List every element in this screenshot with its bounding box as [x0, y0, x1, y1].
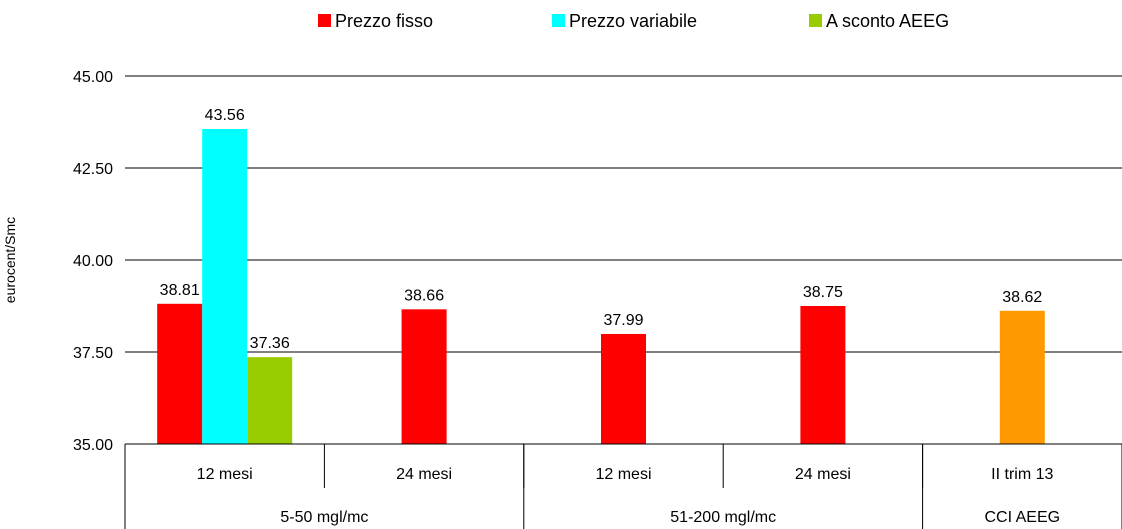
y-tick-label: 35.00 — [73, 437, 113, 454]
bars — [157, 128, 1045, 444]
bar — [800, 306, 846, 444]
legend-label: A sconto AEEG — [826, 11, 949, 31]
y-axis-label: eurocent/Smc — [2, 217, 18, 303]
x-group-label: 51-200 mgl/mc — [670, 509, 776, 526]
bar — [601, 333, 646, 444]
x-tick-label: 24 mesi — [795, 466, 851, 483]
x-tick-label: 24 mesi — [396, 466, 452, 483]
bar — [202, 128, 248, 444]
data-label: 38.66 — [404, 287, 444, 304]
y-tick-label: 42.50 — [73, 161, 113, 178]
data-label: 37.36 — [250, 335, 290, 352]
x-tick-label: 12 mesi — [595, 466, 651, 483]
bar — [157, 303, 203, 444]
legend: Prezzo fisso Prezzo variabile A sconto AEE… — [318, 11, 949, 31]
data-label: 37.99 — [603, 312, 643, 329]
data-label: 38.75 — [803, 284, 843, 301]
data-labels: 38.81 43.56 37.36 38.66 37.99 38.75 38.62 — [160, 107, 1043, 352]
x-tick-label: 12 mesi — [197, 466, 253, 483]
legend-label: Prezzo fisso — [335, 11, 433, 31]
legend-swatch — [552, 14, 565, 27]
y-tick-label: 45.00 — [73, 69, 113, 86]
data-label: 43.56 — [205, 107, 245, 124]
x-group-label: CCI AEEG — [985, 509, 1061, 526]
x-group-label: 5-50 mgl/mc — [280, 509, 368, 526]
x-axis: 12 mesi 24 mesi 12 mesi 24 mesi II trim 13 5-… — [124, 443, 1122, 529]
y-axis-ticks: 35.00 37.50 40.00 42.50 45.00 — [73, 69, 113, 454]
bar — [999, 310, 1045, 444]
legend-swatch — [318, 14, 331, 27]
x-tick-label: II trim 13 — [991, 466, 1053, 483]
y-tick-label: 37.50 — [73, 345, 113, 362]
legend-swatch — [809, 14, 822, 27]
legend-label: Prezzo variabile — [569, 11, 697, 31]
data-label: 38.62 — [1002, 289, 1042, 306]
bar — [401, 309, 447, 444]
data-label: 38.81 — [160, 282, 200, 299]
bar — [247, 357, 293, 444]
y-tick-label: 40.00 — [73, 253, 113, 270]
